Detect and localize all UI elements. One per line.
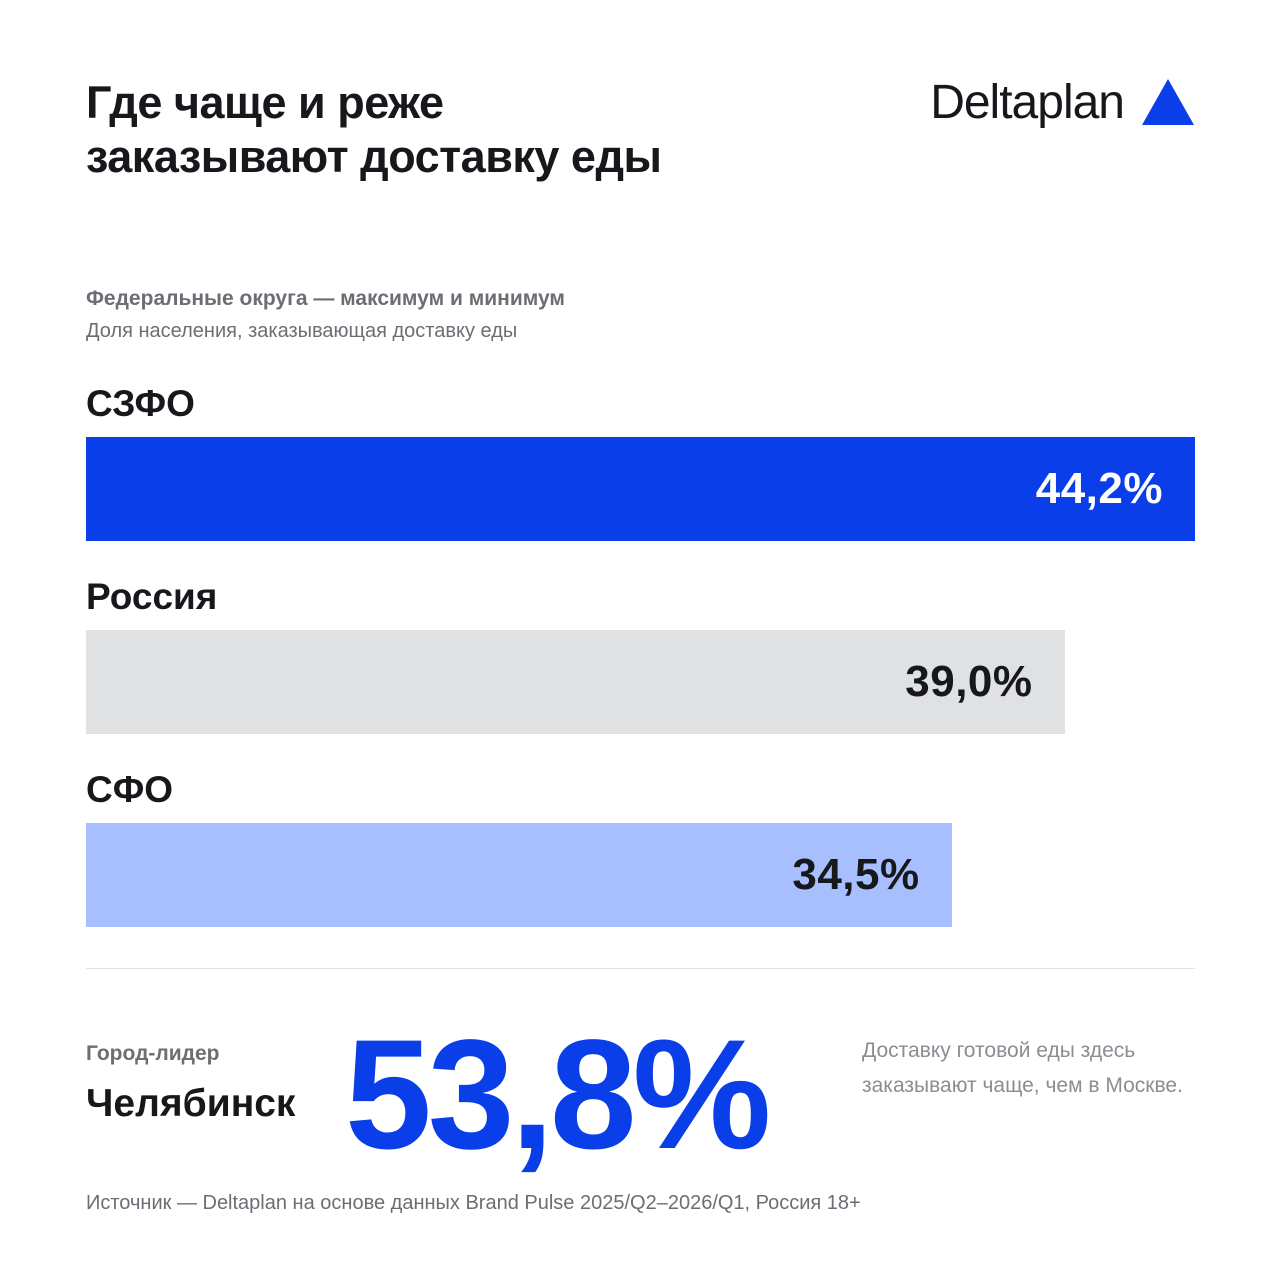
bar-group: СФО 34,5%	[86, 764, 1195, 957]
brand-logo: Deltaplan	[930, 72, 1196, 132]
leader-value: 53,8%	[345, 1008, 771, 1182]
chart-caption: Доля населения, заказывающая доставку ед…	[86, 320, 518, 342]
chart-title: Где чаще и реже заказывают доставку еды	[86, 77, 662, 182]
source-note: Источник — Deltaplan на основе данных Br…	[86, 1192, 861, 1214]
leader-note: Доставку готовой еды здесь заказывают ча…	[862, 1039, 1183, 1097]
bar-group: СЗФО 44,2%	[86, 378, 1195, 571]
bar: 34,5%	[86, 823, 952, 927]
bar: 44,2%	[86, 437, 1195, 541]
bar-group: Россия 39,0%	[86, 571, 1195, 764]
logo-text: Deltaplan	[930, 75, 1125, 129]
triangle-icon	[1142, 79, 1194, 125]
chart-header: Федеральные округа — максимум и минимум …	[86, 284, 565, 346]
bar-category-label: СФО	[86, 769, 174, 810]
bar-category-label: Россия	[86, 576, 218, 617]
leader-label: Город-лидер	[86, 1042, 220, 1065]
leader-city: Челябинск	[86, 1082, 296, 1125]
bar: 39,0%	[86, 630, 1065, 734]
chart-subtitle: Федеральные округа — максимум и минимум	[86, 287, 565, 310]
divider	[86, 968, 1195, 969]
bar-value-label: 44,2%	[1035, 464, 1163, 513]
bar-chart: СЗФО 44,2% Россия 39,0% СФО 34,5%	[86, 378, 1195, 957]
bar-value-label: 34,5%	[792, 850, 920, 899]
bar-value-label: 39,0%	[905, 657, 1033, 706]
bar-category-label: СЗФО	[86, 383, 195, 424]
